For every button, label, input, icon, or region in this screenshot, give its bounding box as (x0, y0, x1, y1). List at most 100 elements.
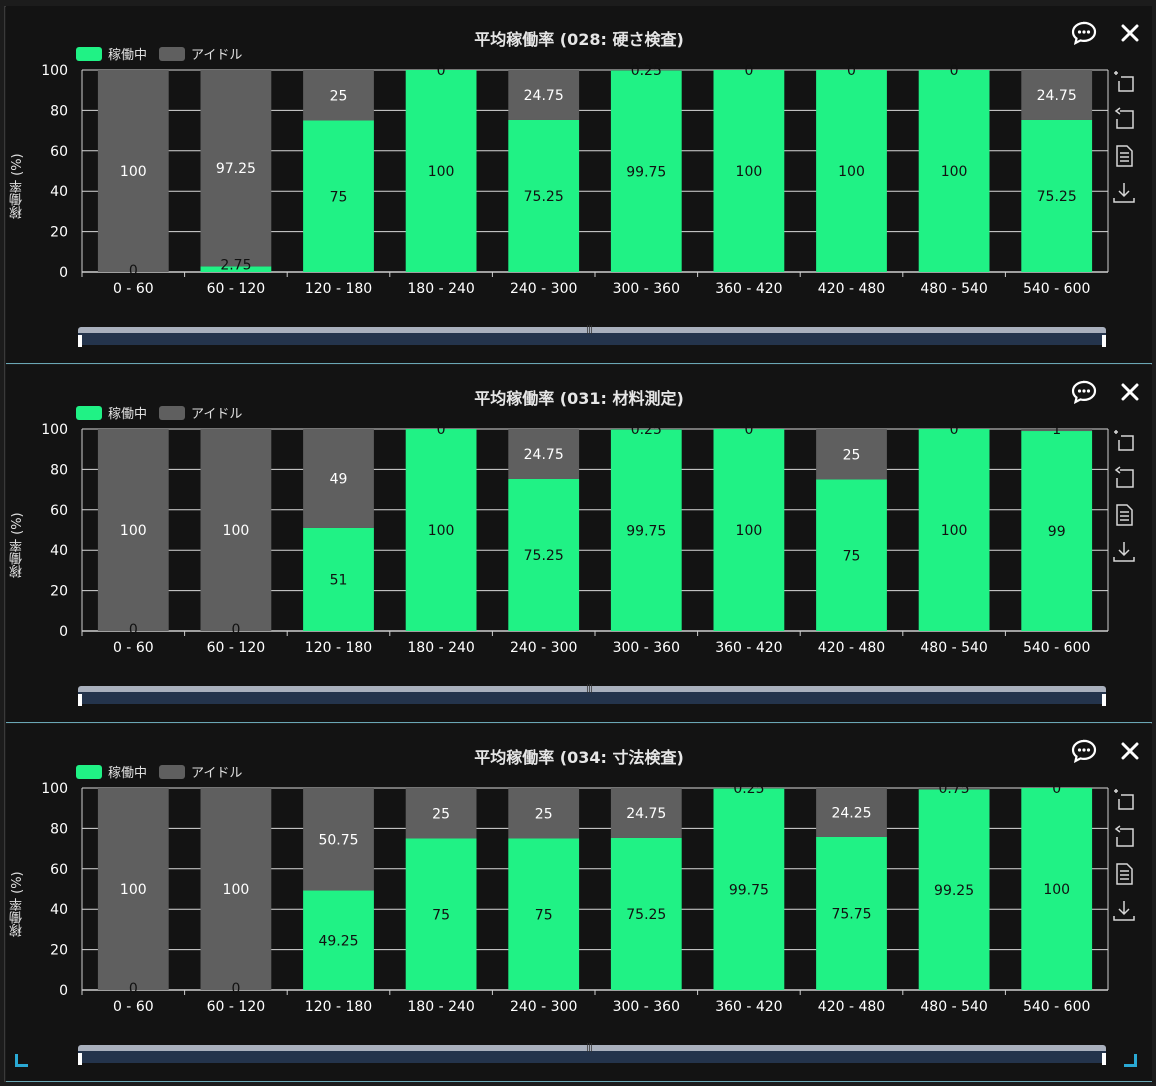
legend-item-running[interactable]: 稼働中 (76, 44, 147, 63)
data-zoom-slider[interactable]: ||| (78, 325, 1106, 347)
data-zoom-grip-icon[interactable]: ||| (586, 325, 593, 335)
bar-running (1021, 431, 1093, 631)
bar-label-running: 75.75 (831, 906, 871, 922)
bar-idle (918, 788, 990, 790)
legend-label-idle: アイドル (191, 407, 243, 422)
chart-title: 平均稼働率 (031: 材料測定) (474, 389, 684, 408)
bar-label-idle: 25 (432, 806, 450, 822)
bar-label-idle: 0 (950, 63, 959, 79)
bar-idle (405, 788, 477, 839)
legend-item-idle[interactable]: アイドル (159, 44, 242, 63)
x-tick-label: 420 - 480 (818, 640, 885, 656)
bar-running (303, 527, 374, 631)
bar-label-idle: 0 (437, 63, 446, 79)
resize-corner-bottom-left[interactable] (15, 1054, 28, 1067)
zoom-select-button[interactable] (1110, 786, 1138, 814)
x-tick-label: 540 - 600 (1023, 999, 1090, 1015)
legend-item-running[interactable]: 稼働中 (76, 762, 147, 781)
y-tick-label: 80 (50, 462, 68, 478)
resize-corner-bottom-right[interactable] (1124, 1054, 1137, 1067)
zoom-reset-button[interactable] (1110, 105, 1138, 133)
bar-label-running: 100 (838, 164, 865, 180)
bar-running (918, 429, 990, 631)
bar-label-idle: 0 (744, 63, 753, 79)
bar-label-idle: 24.75 (1037, 88, 1077, 104)
x-tick-label: 120 - 180 (305, 999, 372, 1015)
data-view-button[interactable] (1110, 860, 1138, 888)
chart-toolbox (1110, 68, 1138, 216)
bar-label-running: 100 (941, 523, 968, 539)
x-tick-label: 420 - 480 (818, 999, 885, 1015)
bar-running (405, 429, 477, 631)
bar-idle (816, 429, 887, 480)
legend-item-idle[interactable]: アイドル (159, 403, 242, 422)
download-icon (1113, 183, 1135, 203)
data-zoom-grip-icon[interactable]: ||| (586, 684, 593, 694)
y-tick-label: 80 (50, 821, 68, 837)
data-zoom-handle-right[interactable] (1102, 1053, 1106, 1065)
data-zoom-window (78, 1049, 1106, 1063)
y-tick-label: 100 (41, 422, 68, 438)
data-zoom-handle-left[interactable] (78, 694, 82, 706)
x-tick-label: 300 - 360 (613, 640, 680, 656)
close-icon (1121, 383, 1139, 401)
download-button[interactable] (1110, 179, 1138, 207)
chat-button[interactable] (1071, 738, 1097, 764)
data-zoom-bar[interactable] (78, 1045, 1106, 1051)
data-zoom-grip-icon[interactable]: ||| (586, 1043, 593, 1053)
legend-label-running: 稼働中 (108, 766, 148, 781)
data-zoom-slider[interactable]: ||| (78, 684, 1106, 706)
bar-label-running: 99.25 (934, 883, 974, 899)
data-view-button[interactable] (1110, 501, 1138, 529)
download-button[interactable] (1110, 897, 1138, 925)
close-button[interactable] (1117, 20, 1143, 46)
legend-item-running[interactable]: 稼働中 (76, 403, 147, 422)
bar-label-idle: 24.75 (626, 806, 666, 822)
close-button[interactable] (1117, 379, 1143, 405)
bar-label-running: 75.25 (524, 548, 564, 564)
download-icon (1113, 901, 1135, 921)
bar-running (508, 478, 580, 631)
x-tick-label: 480 - 540 (920, 281, 987, 297)
data-zoom-bar[interactable] (78, 327, 1106, 333)
legend-item-idle[interactable]: アイドル (159, 762, 242, 781)
data-zoom-bar[interactable] (78, 686, 1106, 692)
zoom-reset-button[interactable] (1110, 823, 1138, 851)
bar-label-idle: 25 (330, 88, 348, 104)
chart-legend: 稼働中 アイドル (76, 403, 242, 422)
data-zoom-window (78, 690, 1106, 704)
download-button[interactable] (1110, 538, 1138, 566)
bar-label-idle: 0.25 (631, 63, 662, 79)
chat-button[interactable] (1071, 20, 1097, 46)
y-tick-label: 40 (50, 902, 68, 918)
bar-label-running: 0 (129, 981, 138, 997)
data-view-button[interactable] (1110, 142, 1138, 170)
data-zoom-slider[interactable]: ||| (78, 1043, 1106, 1065)
data-zoom-handle-left[interactable] (78, 1053, 82, 1065)
close-button[interactable] (1117, 738, 1143, 764)
x-tick-label: 360 - 420 (715, 640, 782, 656)
bar-running (405, 838, 477, 990)
data-zoom-handle-right[interactable] (1102, 694, 1106, 706)
zoom-reset-icon (1114, 825, 1134, 847)
x-tick-label: 60 - 120 (207, 640, 266, 656)
chat-button[interactable] (1071, 379, 1097, 405)
bar-idle (816, 788, 887, 837)
data-zoom-handle-left[interactable] (78, 335, 82, 347)
zoom-select-button[interactable] (1110, 68, 1138, 96)
zoom-reset-button[interactable] (1110, 464, 1138, 492)
bar-label-running: 99 (1048, 524, 1066, 540)
x-tick-label: 360 - 420 (715, 999, 782, 1015)
y-tick-label: 100 (41, 63, 68, 79)
chart-title: 平均稼働率 (034: 寸法検査) (474, 748, 684, 767)
bar-running (200, 266, 272, 272)
legend-label-idle: アイドル (191, 766, 243, 781)
bar-label-idle: 25 (535, 806, 553, 822)
zoom-select-button[interactable] (1110, 427, 1138, 455)
x-tick-label: 120 - 180 (305, 640, 372, 656)
bar-running (1021, 788, 1093, 990)
chat-bubble-icon (1071, 380, 1097, 404)
y-tick-label: 60 (50, 862, 68, 878)
bar-label-running: 99.75 (626, 164, 666, 180)
data-zoom-handle-right[interactable] (1102, 335, 1106, 347)
